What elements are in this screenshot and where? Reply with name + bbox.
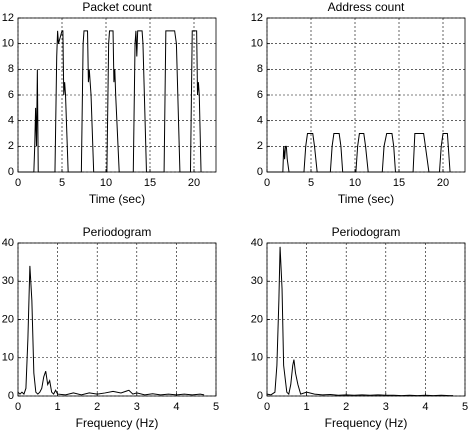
plot-frame (266, 17, 466, 173)
x-tick-label: 2 (343, 401, 349, 413)
y-tick-label: 30 (2, 275, 14, 287)
x-tick-label: 20 (188, 177, 200, 189)
data-line (17, 265, 205, 396)
y-tick-label: 0 (257, 390, 263, 402)
y-tick-label: 6 (8, 89, 14, 101)
x-axis-label: Frequency (Hz) (76, 416, 159, 430)
y-tick-label: 4 (8, 115, 14, 127)
y-tick-label: 2 (8, 140, 14, 152)
x-tick-label: 3 (383, 401, 389, 413)
x-tick-label: 1 (55, 401, 61, 413)
y-tick-label: 10 (251, 38, 263, 50)
plot-title: Packet count (82, 0, 152, 14)
x-tick-label: 5 (462, 401, 468, 413)
y-tick-label: 10 (251, 352, 263, 364)
y-tick-label: 12 (251, 12, 263, 24)
plot-title: Address count (328, 0, 405, 14)
x-tick-label: 3 (134, 401, 140, 413)
x-tick-label: 4 (173, 401, 179, 413)
x-tick-label: 20 (437, 177, 449, 189)
data-line (267, 133, 451, 173)
x-axis-label: Time (sec) (89, 192, 145, 206)
x-tick-label: 2 (94, 401, 100, 413)
x-tick-label: 0 (15, 177, 21, 189)
x-axis-label: Time (sec) (338, 192, 394, 206)
x-tick-label: 15 (393, 177, 405, 189)
y-tick-label: 0 (257, 166, 263, 178)
plot-frame (17, 17, 217, 173)
data-line (18, 30, 202, 173)
x-tick-label: 0 (15, 401, 21, 413)
x-tick-label: 0 (264, 177, 270, 189)
y-tick-label: 12 (2, 12, 14, 24)
y-tick-label: 10 (2, 352, 14, 364)
x-tick-label: 0 (264, 401, 270, 413)
y-tick-label: 4 (257, 115, 263, 127)
x-tick-label: 10 (100, 177, 112, 189)
x-tick-label: 5 (213, 401, 219, 413)
y-tick-label: 8 (8, 63, 14, 75)
y-tick-label: 0 (8, 166, 14, 178)
y-tick-label: 10 (2, 38, 14, 50)
x-tick-label: 4 (422, 401, 428, 413)
y-tick-label: 0 (8, 390, 14, 402)
y-tick-label: 2 (257, 140, 263, 152)
y-tick-label: 30 (251, 275, 263, 287)
data-line (266, 246, 454, 397)
x-tick-label: 10 (349, 177, 361, 189)
y-tick-label: 8 (257, 63, 263, 75)
y-tick-label: 20 (251, 313, 263, 325)
x-axis-label: Frequency (Hz) (325, 416, 408, 430)
y-tick-label: 6 (257, 89, 263, 101)
x-tick-label: 5 (59, 177, 65, 189)
plot-title: Periodogram (83, 225, 152, 239)
y-tick-label: 40 (251, 237, 263, 249)
y-tick-label: 40 (2, 237, 14, 249)
x-tick-label: 1 (304, 401, 310, 413)
y-tick-label: 20 (2, 313, 14, 325)
plot-frame (266, 242, 466, 397)
x-tick-label: 5 (308, 177, 314, 189)
plot-frame (17, 242, 217, 397)
x-tick-label: 15 (144, 177, 156, 189)
plot-title: Periodogram (332, 225, 401, 239)
